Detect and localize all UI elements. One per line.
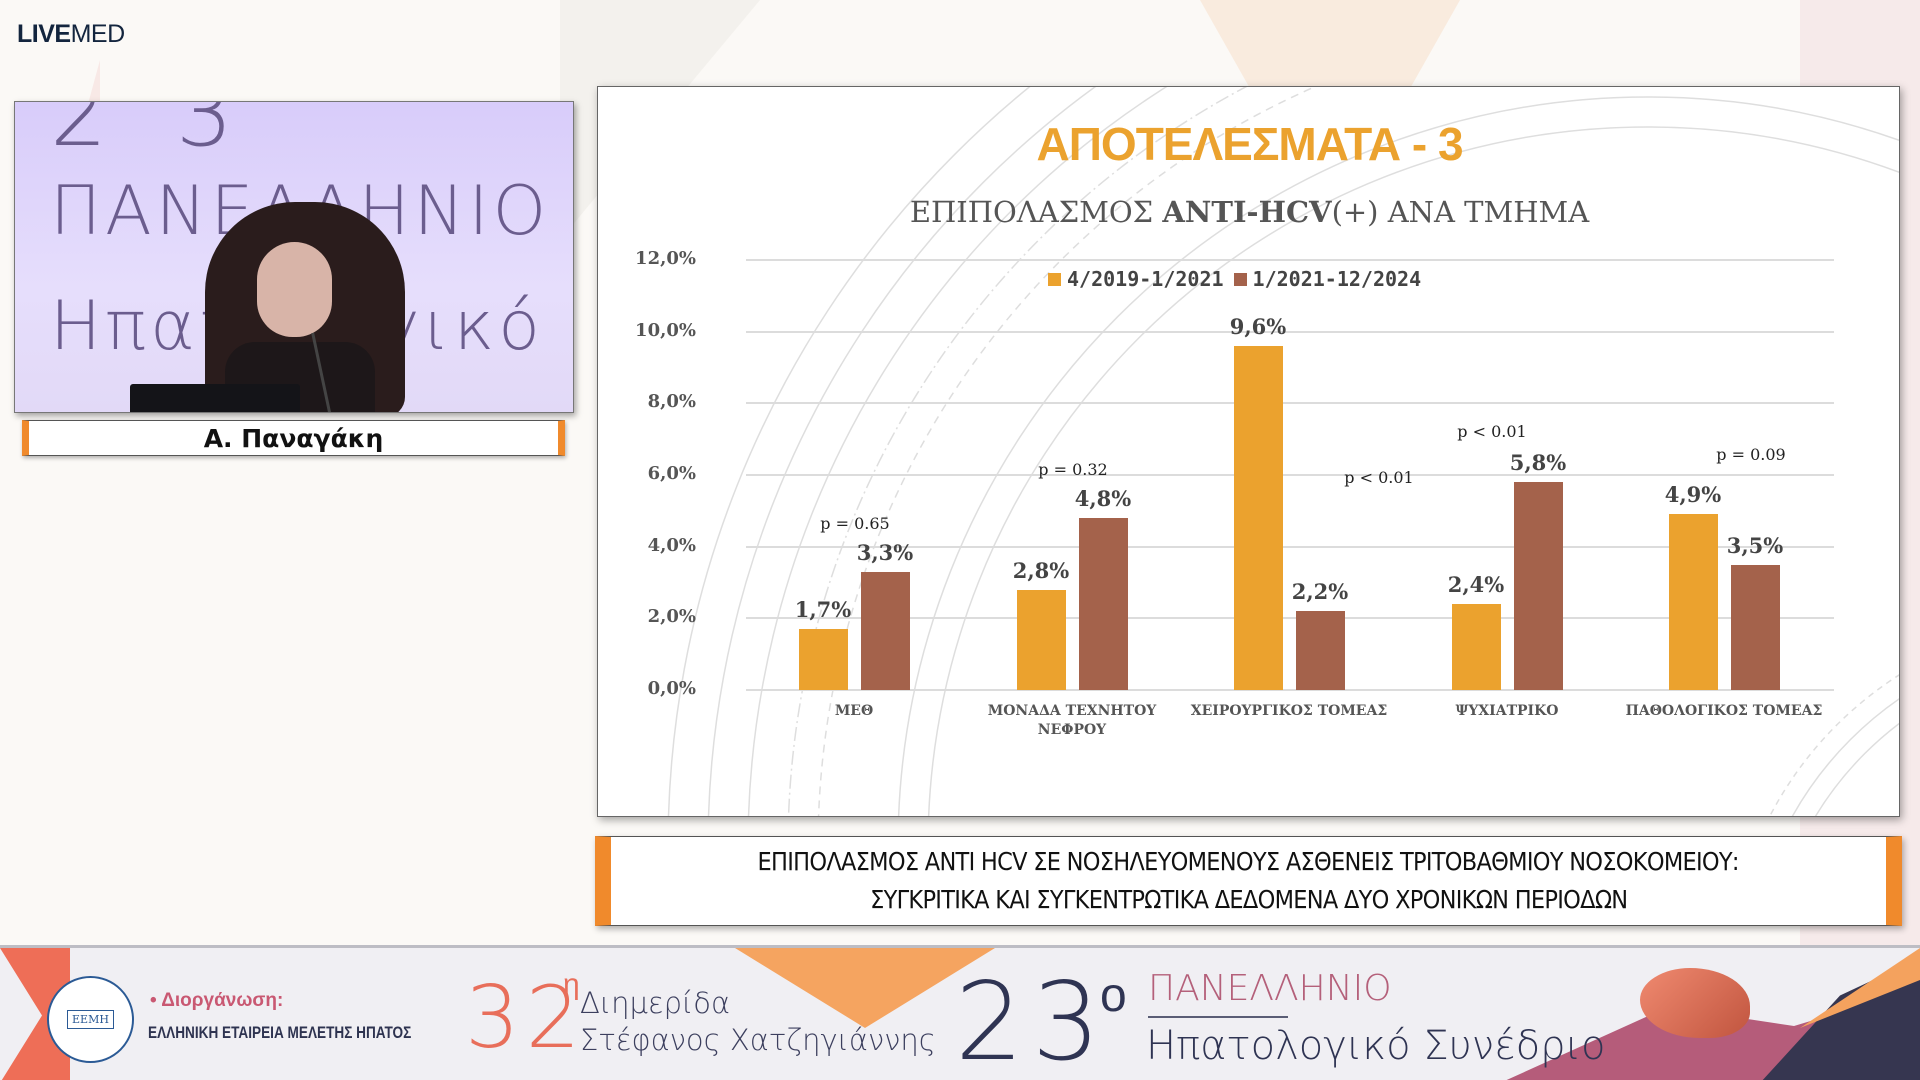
bar-series1: [799, 629, 848, 690]
bar-value-label: 3,3%: [856, 539, 914, 565]
stage-backdrop-text: 2 3: [50, 101, 254, 167]
bar-value-label: 2,8%: [1012, 557, 1070, 583]
gridline: [746, 330, 1834, 333]
legend-item-series2: 1/2021-12/2024: [1233, 267, 1421, 291]
caption-line-1: ΕΠΙΠΟΛΑΣΜΟΣ ΑΝΤΙ HCV ΣΕ ΝΟΣΗΛΕΥΟΜΕΝΟΥΣ Α…: [757, 847, 1740, 876]
divider: [1148, 1016, 1288, 1018]
legend-swatch-brown: [1233, 272, 1247, 286]
eemh-logo: ΕΕΜΗ: [47, 976, 134, 1063]
organizer-label: • Διοργάνωση:: [150, 990, 284, 1011]
liver-illustration-icon: [1640, 968, 1750, 1038]
gridline: [746, 474, 1834, 476]
gridline: [746, 545, 1834, 548]
bar-value-label: 1,7%: [794, 597, 852, 623]
presenter-face: [257, 242, 332, 337]
chart-title: ΕΠΙΠΟΛΑΣΜΟΣ ANTI-HCV(+) ΑΝΑ ΤΜΗΜΑ: [909, 195, 1590, 229]
gridline: [746, 259, 1834, 261]
organizer-name: ΕΛΛΗΝΙΚΗ ΕΤΑΙΡΕΙΑ ΜΕΛΕΤΗΣ ΗΠΑΤΟΣ: [148, 1023, 412, 1042]
bar-series2: [1296, 611, 1345, 690]
bar-series2: [1731, 564, 1780, 690]
legend-swatch-orange: [1048, 272, 1061, 286]
bar-series2: [1514, 482, 1563, 690]
bar-value-label: 3,5%: [1726, 532, 1784, 558]
bar-series1: [1452, 604, 1501, 690]
speaker-name-bar: Α. Παναγάκη: [22, 420, 565, 456]
bar-value-label: 4,9%: [1664, 482, 1722, 508]
laptop: [130, 384, 300, 412]
bar-value-label: 9,6%: [1229, 314, 1287, 339]
bar-series1: [1669, 514, 1718, 690]
presentation-slide: ΑΠΟΤΕΛΕΣΜΑΤΑ - 3 ΕΠΙΠΟΛΑΣΜΟΣ ANTI-HCV(+)…: [597, 86, 1900, 817]
congress-title-line2: Ηπατολογικό Συνέδριο: [1146, 1023, 1606, 1069]
bar-value-label: 4,8%: [1074, 486, 1132, 511]
bar-value-label: 2,2%: [1291, 579, 1349, 605]
y-axis-tick-label: 2,0%: [647, 606, 696, 628]
p-value-annotation: p < 0.01: [1457, 422, 1527, 442]
x-axis-category-label: ΠΑΘΟΛΟΓΙΚΟΣ ΤΟΜΕΑΣ: [1625, 703, 1823, 719]
bar-series1: [1017, 589, 1066, 690]
x-axis-category-label: ΧΕΙΡΟΥΡΓΙΚΟΣ ΤΟΜΕΑΣ: [1190, 703, 1388, 719]
congress-title-line1: ΠΑΝΕΛΛΗΝΙΟ: [1148, 968, 1392, 1009]
chart-legend: 4/2019-1/2021 1/2021-12/2024: [1048, 267, 1421, 291]
p-value-annotation: p = 0.65: [820, 513, 890, 533]
event-honoree: Στέφανος Χατζηγιάννης: [580, 1023, 936, 1057]
slide-decoration-arcs: [667, 87, 1899, 816]
congress-ordinal: ο: [1100, 969, 1127, 1022]
bar-value-label: 5,8%: [1509, 450, 1567, 476]
event-ordinal: η: [563, 968, 580, 1001]
y-axis-tick-label: 0,0%: [647, 678, 696, 699]
livemed-logo: LIVEMED: [17, 20, 125, 48]
speaker-video: 2 3 ΠΑΝΕΛΛΗΝΙΟ Ηπατολογικό Συ: [14, 101, 574, 413]
speaker-name: Α. Παναγάκη: [203, 423, 384, 453]
x-axis-category-label: ΜΟΝΑΔΑ ΤΕΧΝΗΤΟΥ ΝΕΦΡΟΥ: [987, 703, 1157, 738]
legend-item-series1: 4/2019-1/2021: [1048, 267, 1224, 291]
gridline: [746, 689, 1834, 691]
p-value-annotation: p = 0.09: [1716, 445, 1786, 464]
y-axis-tick-label: 4,0%: [647, 534, 696, 556]
talk-title-caption: ΕΠΙΠΟΛΑΣΜΟΣ ΑΝΤΙ HCV ΣΕ ΝΟΣΗΛΕΥΟΜΕΝΟΥΣ Α…: [595, 836, 1902, 926]
event-name: Διημερίδα: [580, 986, 731, 1020]
congress-number: 23: [955, 960, 1109, 1080]
conference-footer-banner: ΕΕΜΗ • Διοργάνωση: ΕΛΛΗΝΙΚΗ ΕΤΑΙΡΕΙΑ ΜΕΛ…: [0, 945, 1920, 1080]
y-axis-tick-label: 12,0%: [635, 248, 696, 269]
y-axis-tick-label: 10,0%: [635, 319, 696, 341]
x-axis-category-label: ΨΥΧΙΑΤΡΙΚΟ: [1455, 703, 1559, 719]
caption-line-2: ΣΥΓΚΡΙΤΙΚΑ ΚΑΙ ΣΥΓΚΕΝΤΡΩΤΙΚΑ ΔΕΔΟΜΕΝΑ ΔΥ…: [869, 885, 1628, 914]
bar-series2: [861, 571, 910, 690]
x-axis-category-label: ΜΕΘ: [834, 703, 874, 719]
p-value-annotation: p < 0.01: [1344, 467, 1414, 487]
bar-series2: [1079, 518, 1128, 690]
slide-title: ΑΠΟΤΕΛΕΣΜΑΤΑ - 3: [1036, 118, 1463, 170]
y-axis-tick-label: 8,0%: [647, 391, 696, 413]
gridline: [746, 617, 1834, 620]
gridline: [746, 402, 1834, 405]
bar-value-label: 2,4%: [1447, 572, 1505, 597]
event-number: 32: [465, 968, 587, 1068]
p-value-annotation: p = 0.32: [1038, 460, 1108, 479]
bar-series1: [1234, 346, 1283, 690]
y-axis-tick-label: 6,0%: [647, 463, 696, 484]
